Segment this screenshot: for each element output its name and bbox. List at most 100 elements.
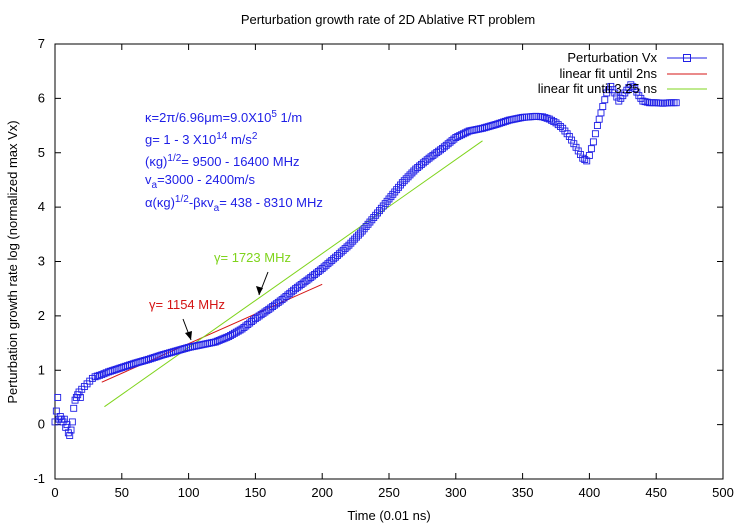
data-point — [370, 214, 378, 221]
x-tick-label: 400 — [579, 485, 601, 500]
data-point — [360, 225, 368, 233]
param-gravity: g= 1 - 3 X1014 m/s2 — [145, 131, 258, 147]
data-point — [355, 231, 362, 239]
data-point — [548, 116, 555, 124]
data-point — [383, 197, 391, 205]
data-point — [395, 183, 402, 191]
x-tick-label: 500 — [712, 485, 734, 500]
data-point — [611, 89, 619, 97]
data-point — [639, 97, 647, 105]
data-point — [67, 426, 75, 434]
y-tick-label: 4 — [38, 199, 45, 214]
data-point — [554, 121, 562, 129]
data-point — [406, 171, 414, 179]
data-point — [601, 96, 609, 104]
data-point — [98, 371, 106, 379]
data-point — [397, 181, 404, 189]
y-tick-label: 3 — [38, 254, 45, 269]
data-point — [587, 145, 595, 153]
gamma-red-label: γ= 1154 MHz — [149, 297, 225, 312]
data-point — [353, 233, 361, 241]
y-axis-title: Perturbation growth rate log (normalized… — [5, 120, 20, 403]
data-point — [400, 177, 408, 185]
data-point — [670, 99, 678, 107]
legend: Perturbation Vx linear fit until 2ns lin… — [538, 50, 707, 96]
data-point — [96, 371, 103, 379]
data-point — [595, 115, 603, 123]
x-tick-label: 100 — [178, 485, 200, 500]
x-tick-label: 150 — [245, 485, 267, 500]
param-va: va=3000 - 2400m/s — [145, 172, 255, 191]
axis-ticks — [54, 43, 724, 480]
x-tick-label: 350 — [512, 485, 534, 500]
data-point — [532, 112, 540, 120]
data-point — [374, 209, 381, 217]
legend-entry-fit-2ns: linear fit until 2ns — [559, 66, 657, 81]
data-point — [349, 237, 357, 245]
parameter-annotations: κ=2π/6.96μm=9.0X105 1/m g= 1 - 3 X1014 m… — [145, 109, 323, 214]
data-point — [629, 83, 637, 91]
legend-entry-fit-325ns: linear fit until 3.25 ns — [538, 81, 658, 96]
data-point — [234, 327, 242, 335]
data-point — [372, 211, 380, 219]
data-point — [568, 136, 576, 144]
data-point — [663, 99, 671, 107]
data-point — [657, 99, 665, 107]
legend-entry-data: Perturbation Vx — [567, 50, 657, 65]
data-point — [599, 103, 607, 110]
data-point — [347, 239, 355, 247]
data-point — [650, 99, 658, 107]
data-point — [627, 81, 635, 89]
y-tick-label: 1 — [38, 362, 45, 377]
axis-tick-labels: 0 50 100 150 200 250 300 350 400 450 500 -1 0 1 2 3 4 5 6 7 — [33, 36, 733, 500]
y-tick-label: 0 — [38, 417, 45, 432]
data-point — [387, 193, 395, 201]
data-point — [391, 188, 399, 196]
gamma-green-label: γ= 1723 MHz — [214, 250, 291, 265]
x-tick-label: 50 — [115, 485, 129, 500]
data-point — [351, 235, 359, 243]
data-point — [666, 99, 674, 107]
data-point — [593, 122, 601, 130]
data-point — [577, 151, 584, 159]
x-axis-title: Time (0.01 ns) — [347, 508, 430, 523]
data-point — [362, 223, 370, 230]
data-point — [376, 207, 383, 215]
data-point — [398, 179, 406, 187]
data-point — [528, 113, 536, 121]
data-point — [393, 186, 401, 194]
data-point — [543, 114, 551, 122]
data-point — [68, 418, 76, 426]
data-point — [366, 218, 374, 226]
data-point — [377, 204, 385, 212]
y-tick-label: 2 — [38, 308, 45, 323]
data-point — [530, 113, 538, 120]
y-tick-label: 6 — [38, 90, 45, 105]
data-point — [557, 123, 564, 130]
data-point — [379, 202, 387, 210]
data-point — [539, 113, 547, 121]
gamma-green-annotation: γ= 1723 MHz — [214, 250, 291, 296]
data-point — [66, 432, 74, 439]
gamma-red-annotation: γ= 1154 MHz — [149, 297, 225, 341]
data-point — [541, 114, 549, 122]
data-point — [526, 113, 534, 121]
data-point — [668, 99, 676, 107]
data-point — [654, 99, 662, 107]
data-point — [534, 113, 542, 120]
data-markers — [51, 81, 680, 439]
data-point — [652, 99, 660, 107]
data-point — [631, 85, 639, 93]
data-point — [385, 195, 393, 203]
fit-line-2 — [104, 140, 483, 408]
data-point — [552, 119, 560, 127]
x-tick-label: 250 — [378, 485, 400, 500]
data-point — [70, 404, 78, 412]
data-point — [381, 200, 389, 208]
x-tick-label: 200 — [311, 485, 333, 500]
data-point — [52, 407, 60, 415]
data-point — [345, 241, 353, 249]
data-point — [389, 190, 397, 198]
data-point — [91, 373, 99, 381]
data-point — [408, 169, 416, 177]
